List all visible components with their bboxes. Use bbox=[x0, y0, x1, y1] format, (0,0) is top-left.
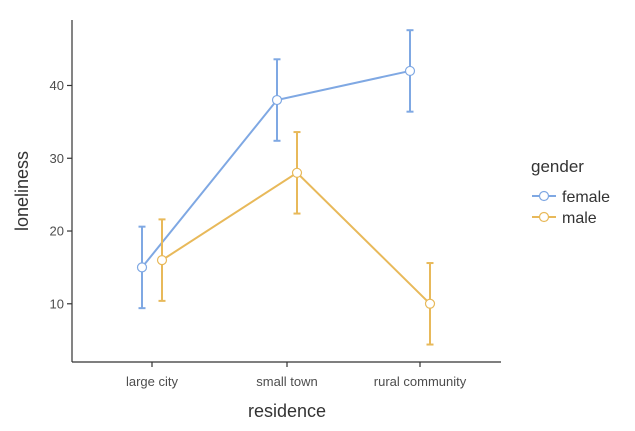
legend-item-female: female bbox=[532, 189, 610, 206]
legend-key-point bbox=[538, 190, 550, 202]
y-tick-label: 20 bbox=[50, 224, 64, 239]
series-male bbox=[156, 131, 436, 346]
series-layer bbox=[136, 29, 436, 346]
legend-items: female male bbox=[532, 189, 610, 227]
series-female bbox=[136, 29, 416, 310]
legend-item-male: male bbox=[532, 210, 597, 227]
data-point bbox=[136, 262, 148, 273]
legend-title: gender bbox=[531, 157, 584, 176]
data-point bbox=[404, 65, 416, 77]
legend-key-point bbox=[538, 211, 550, 223]
data-point bbox=[291, 167, 303, 178]
data-point bbox=[156, 255, 168, 266]
data-point bbox=[424, 298, 436, 309]
y-tick-label: 10 bbox=[50, 296, 64, 311]
data-point bbox=[271, 94, 283, 106]
y-tick-label: 30 bbox=[50, 151, 64, 166]
legend-label: female bbox=[562, 189, 610, 206]
x-ticks: large city small town rural community bbox=[126, 362, 467, 389]
y-tick-label: 40 bbox=[50, 78, 64, 93]
legend-label: male bbox=[562, 210, 597, 227]
x-tick-label: large city bbox=[126, 374, 179, 389]
x-tick-label: small town bbox=[256, 374, 317, 389]
axes bbox=[71, 20, 501, 363]
x-axis-title: residence bbox=[248, 401, 326, 421]
legend: gender female male bbox=[531, 157, 610, 227]
y-ticks: 10 20 30 40 bbox=[50, 78, 72, 311]
y-axis-title: loneliness bbox=[12, 151, 32, 231]
x-tick-label: rural community bbox=[374, 374, 467, 389]
